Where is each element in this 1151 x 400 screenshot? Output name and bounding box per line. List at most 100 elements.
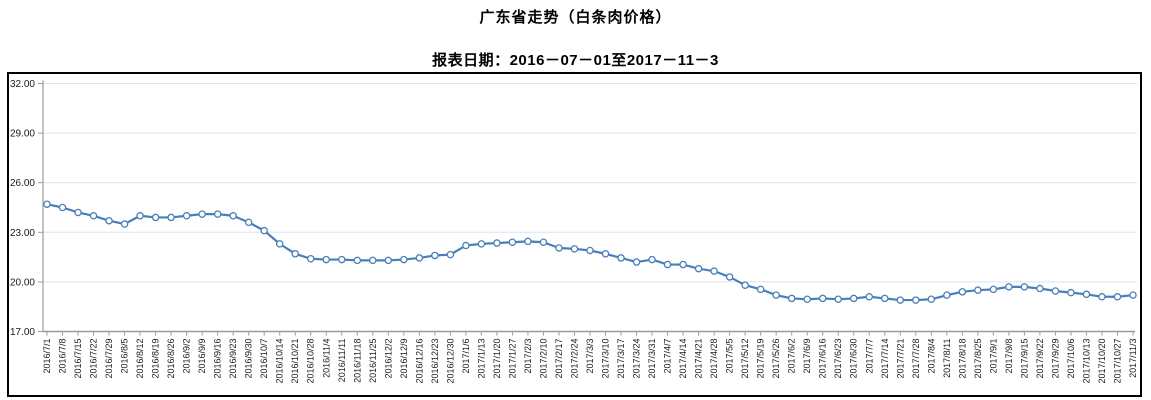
data-point-marker (244, 218, 253, 227)
data-point-marker (849, 294, 858, 303)
x-tick-label: 2016/9/23 (228, 339, 238, 379)
data-point-marker (446, 250, 455, 259)
x-tick-label: 2017/6/23 (833, 339, 843, 379)
data-point-marker (74, 208, 82, 217)
data-point-marker (1020, 283, 1029, 291)
report-date-subtitle: 报表日期：2016－07－01至2017－11－3 (432, 52, 719, 69)
data-point-marker (1082, 290, 1091, 299)
y-tick-label: 29.00 (10, 129, 35, 140)
x-tick-label: 2017/2/3 (523, 339, 533, 374)
data-point-marker (384, 256, 393, 265)
data-point-marker (1113, 293, 1122, 301)
data-point-marker (477, 240, 486, 248)
x-tick-label: 2016/12/16 (414, 339, 424, 384)
x-tick-label: 2016/10/7 (259, 339, 269, 379)
data-point-marker (213, 210, 222, 218)
data-point-marker (741, 281, 749, 289)
x-tick-label: 2017/5/19 (756, 339, 766, 379)
data-point-marker (710, 267, 718, 275)
x-tick-label: 2017/3/31 (647, 339, 657, 379)
x-tick-label: 2016/10/28 (306, 339, 316, 384)
x-tick-label: 2016/8/19 (151, 339, 161, 379)
data-point-marker (105, 216, 113, 225)
data-point-marker (586, 246, 594, 255)
x-tick-label: 2017/7/14 (880, 339, 890, 379)
x-tick-label: 2016/9/2 (182, 339, 192, 374)
y-tick-label: 17.00 (10, 327, 35, 338)
x-tick-label: 2017/4/28 (709, 339, 719, 379)
x-tick-label: 2017/1/20 (492, 339, 502, 379)
x-tick-label: 2016/11/25 (368, 339, 378, 383)
x-tick-label: 2016/7/1 (42, 339, 52, 374)
data-point-marker (58, 203, 67, 212)
x-tick-label: 2017/7/21 (895, 339, 905, 379)
data-point-marker (974, 286, 982, 294)
x-tick-label: 2017/2/10 (538, 339, 548, 379)
y-tick-label: 20.00 (10, 277, 35, 288)
data-point-marker (260, 226, 268, 235)
data-point-marker (291, 250, 299, 258)
x-tick-label: 2016/11/11 (337, 339, 347, 383)
data-point-marker (198, 210, 206, 218)
data-point-marker (1129, 291, 1137, 299)
data-point-marker (338, 255, 346, 264)
data-point-marker (756, 285, 765, 294)
x-tick-label: 2016/11/18 (352, 339, 362, 383)
plot-area: 17.00 20.00 23.00 26.00 29.00 32.00 2016/7/1 20… (10, 79, 1138, 384)
data-point-marker (120, 220, 129, 228)
x-tick-label: 2017/4/14 (678, 339, 688, 379)
x-tick-label: 2016/12/9 (399, 339, 409, 379)
data-point-marker (772, 291, 780, 299)
x-tick-label: 2017/1/13 (476, 339, 486, 379)
x-tick-label: 2017/8/18 (957, 339, 967, 379)
data-point-marker (136, 212, 144, 220)
data-point-marker (570, 245, 579, 253)
x-tick-label: 2016/7/15 (73, 339, 83, 379)
data-point-marker (694, 264, 703, 273)
x-tick-label: 2017/1/27 (507, 339, 517, 379)
x-tick-label: 2016/11/4 (321, 339, 331, 378)
data-point-marker (617, 254, 625, 262)
x-tick-label: 2017/11/3 (1128, 339, 1138, 378)
x-tick-label: 2017/4/21 (694, 339, 704, 379)
data-point-marker (1005, 283, 1013, 291)
data-point-marker (89, 212, 98, 220)
x-tick-label: 2016/8/12 (135, 339, 145, 379)
x-tick-label: 2016/12/23 (430, 339, 440, 384)
data-point-marker (787, 294, 796, 303)
x-tick-label: 2017/2/24 (569, 339, 579, 379)
data-point-marker (943, 291, 951, 299)
x-tick-label: 2017/9/8 (1004, 339, 1014, 374)
x-tick-label: 2017/3/24 (632, 339, 642, 379)
x-tick-label: 2016/7/8 (58, 339, 68, 374)
data-point-marker (431, 251, 439, 260)
data-point-marker (679, 260, 687, 269)
x-tick-label: 2017/6/9 (802, 339, 812, 374)
y-tick-label: 23.00 (10, 228, 35, 239)
data-point-marker (958, 288, 967, 296)
x-tick-label: 2017/10/13 (1081, 339, 1091, 384)
data-point-marker (896, 296, 905, 304)
data-point-marker (229, 212, 237, 220)
x-tick-label: 2016/10/14 (275, 339, 285, 384)
data-point-marker (415, 254, 424, 262)
x-tick-label: 2017/6/30 (849, 339, 859, 379)
x-tick-label: 2017/5/12 (740, 339, 750, 379)
data-point-marker (818, 294, 827, 303)
x-tick-label: 2017/7/28 (911, 339, 921, 379)
x-tick-label: 2017/6/16 (818, 339, 828, 379)
x-tick-label: 2016/9/16 (213, 339, 223, 379)
x-tick-label: 2017/8/25 (973, 339, 983, 379)
x-tick-label: 2017/1/6 (461, 339, 471, 374)
data-point-marker (865, 293, 874, 301)
data-point-marker (369, 256, 377, 265)
x-tick-label: 2017/6/2 (787, 339, 797, 374)
data-point-marker (601, 250, 610, 258)
x-tick-label: 2017/5/26 (771, 339, 781, 379)
data-point-marker (912, 296, 920, 304)
x-tick-label: 2017/3/17 (616, 339, 626, 379)
data-point-marker (306, 255, 315, 263)
x-tick-label: 2016/12/2 (383, 339, 393, 379)
x-tick-label: 2016/8/26 (166, 339, 176, 379)
x-tick-label: 2017/9/22 (1035, 339, 1045, 379)
